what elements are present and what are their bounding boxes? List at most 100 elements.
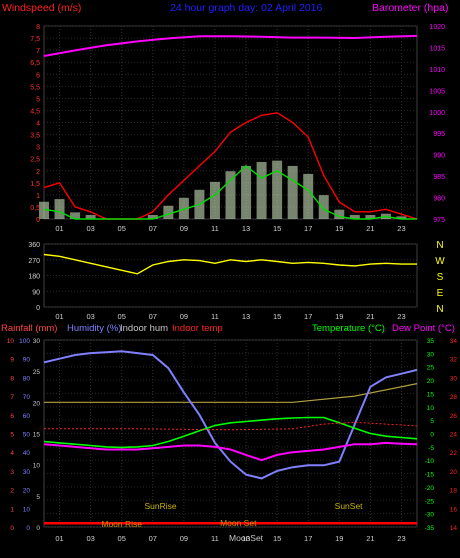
wind-tick-label: 1 (36, 193, 40, 200)
wind-tick-label: 4 (36, 121, 40, 128)
axis-tick-label: -35 (425, 525, 435, 532)
wind-bar-13 (241, 165, 252, 219)
wind-tick-label: 7,5 (30, 36, 40, 43)
wind-x-tick: 01 (55, 224, 63, 233)
axis-tick-label: 70 (23, 394, 31, 401)
axis-tick-label: 60 (23, 413, 31, 420)
wind-tick-label: 5 (36, 96, 40, 103)
axis-tick-label: 15 (33, 432, 41, 439)
axis-tick-label: -20 (425, 485, 435, 492)
compass-letter: N (436, 240, 443, 251)
wind-tick-label: 2,5 (30, 157, 40, 164)
axis-tick-label: 0 (430, 432, 434, 439)
barometer-right-ticks: 975 980 985 990 995 1000 1005 1010 1015 1020 (429, 24, 445, 224)
axis-tick-label: 1 (10, 506, 14, 513)
axis-tick-label: 3 (10, 469, 14, 476)
temp-x-tick: 11 (211, 534, 219, 543)
wind-tick-label: 0,5 (30, 205, 40, 212)
axis-tick-label: 0 (26, 525, 30, 532)
barometer-tick-label: 980 (433, 196, 445, 203)
direction-left-ticks: 0 90 180 270 360 (28, 242, 40, 312)
wind-bar-20 (349, 215, 360, 219)
axis-tick-label: 0 (36, 525, 40, 532)
wind-x-tick: 07 (149, 224, 157, 233)
barometer-tick-label: 1000 (429, 110, 445, 117)
legend-label: Rainfall (mm) (1, 323, 57, 334)
axis-tick-label: 28 (450, 394, 458, 401)
compass-letter: N (436, 304, 443, 315)
direction-x-tick: 05 (118, 312, 126, 321)
direction-x-tick: 21 (366, 312, 374, 321)
wind-tick-label: 3,5 (30, 133, 40, 140)
wind-tick-label: 4,5 (30, 108, 40, 115)
axis-tick-label: 26 (450, 413, 458, 420)
wind-bar-21 (365, 215, 376, 219)
axis-tick-label: 6 (10, 413, 14, 420)
barometer-tick-label: 1015 (429, 45, 445, 52)
wind-bar-9 (178, 197, 189, 219)
direction-x-tick: 19 (335, 312, 343, 321)
axis-tick-label: 20 (23, 488, 31, 495)
barometer-line (43, 34, 418, 57)
barometer-ylabel: Barometer (hpa) (372, 2, 448, 14)
temp-x-tick: 03 (86, 534, 94, 543)
temp-x-tick: 19 (335, 534, 343, 543)
axis-tick-label: 25 (33, 369, 41, 376)
axis-tick-label: 16 (450, 506, 458, 513)
wind-x-ticks: 01 03 05 07 09 11 13 15 17 19 21 23 (55, 224, 405, 233)
wind-panel: Windspeed (m/s) 24 hour graph day: 02 Ap… (2, 2, 448, 233)
wind-bar-8 (163, 205, 174, 219)
temperature-x-ticks: 01 03 05 07 09 11 13 15 17 19 21 23 (55, 534, 405, 543)
temp-x-tick: 17 (304, 534, 312, 543)
wind-tick-label: 8 (36, 24, 40, 31)
direction-x-ticks: 01 03 05 07 09 11 13 15 17 19 21 23 (55, 312, 405, 321)
wind-x-tick: 09 (180, 224, 188, 233)
temp-x-tick: 05 (118, 534, 126, 543)
temp-x-tick: 07 (149, 534, 157, 543)
direction-tick-label: 90 (32, 289, 40, 296)
axis-tick-label: 7 (10, 394, 14, 401)
graph-title: 24 hour graph day: 02 April 2016 (170, 2, 323, 14)
legend-label: Dew Point (°C) (392, 323, 455, 334)
axis-tick-label: 5 (36, 494, 40, 501)
barometer-tick-label: 1020 (429, 24, 445, 31)
direction-x-tick: 01 (55, 312, 63, 321)
direction-line (43, 253, 417, 275)
axis-tick-label: 30 (33, 338, 41, 345)
axis-tick-label: 0 (10, 525, 14, 532)
axis-tick-label: 25 (427, 365, 435, 372)
axis-tick-label: 14 (450, 525, 458, 532)
legend-label: Indoor temp (172, 323, 223, 334)
average-wind-line (43, 164, 417, 220)
barometer-tick-label: 975 (433, 217, 445, 224)
direction-x-tick: 03 (86, 312, 94, 321)
temp-x-tick: 09 (180, 534, 188, 543)
axis-tick-label: 30 (450, 375, 458, 382)
axis-tick-label: 10 (7, 338, 15, 345)
barometer-tick-label: 985 (433, 174, 445, 181)
barometer-tick-label: 995 (433, 131, 445, 138)
wind-bars (39, 160, 407, 219)
annotation-label: MoonSet (229, 533, 264, 543)
axis-tick-label: 15 (427, 391, 435, 398)
wind-x-tick: 05 (118, 224, 126, 233)
direction-x-tick: 13 (242, 312, 250, 321)
axis-tick-label: 10 (33, 463, 41, 470)
axis-tick-label: 5 (10, 432, 14, 439)
axis-tick-label: -5 (428, 445, 434, 452)
axis-tick-label: 50 (23, 432, 31, 439)
axis-tick-label: 34 (450, 338, 458, 345)
axis-tick-label: 20 (450, 469, 458, 476)
axis-tick-label: 40 (23, 450, 31, 457)
wind-bar-11 (209, 181, 220, 219)
direction-tick-label: 0 (36, 305, 40, 312)
direction-x-tick: 11 (211, 312, 219, 321)
axis-tick-label: 22 (450, 450, 458, 457)
wind-x-tick: 23 (397, 224, 405, 233)
barometer-tick-label: 1010 (429, 67, 445, 74)
axis-tick-label: 20 (427, 378, 435, 385)
dew-point-line (43, 441, 418, 462)
wind-x-tick: 11 (211, 224, 219, 233)
